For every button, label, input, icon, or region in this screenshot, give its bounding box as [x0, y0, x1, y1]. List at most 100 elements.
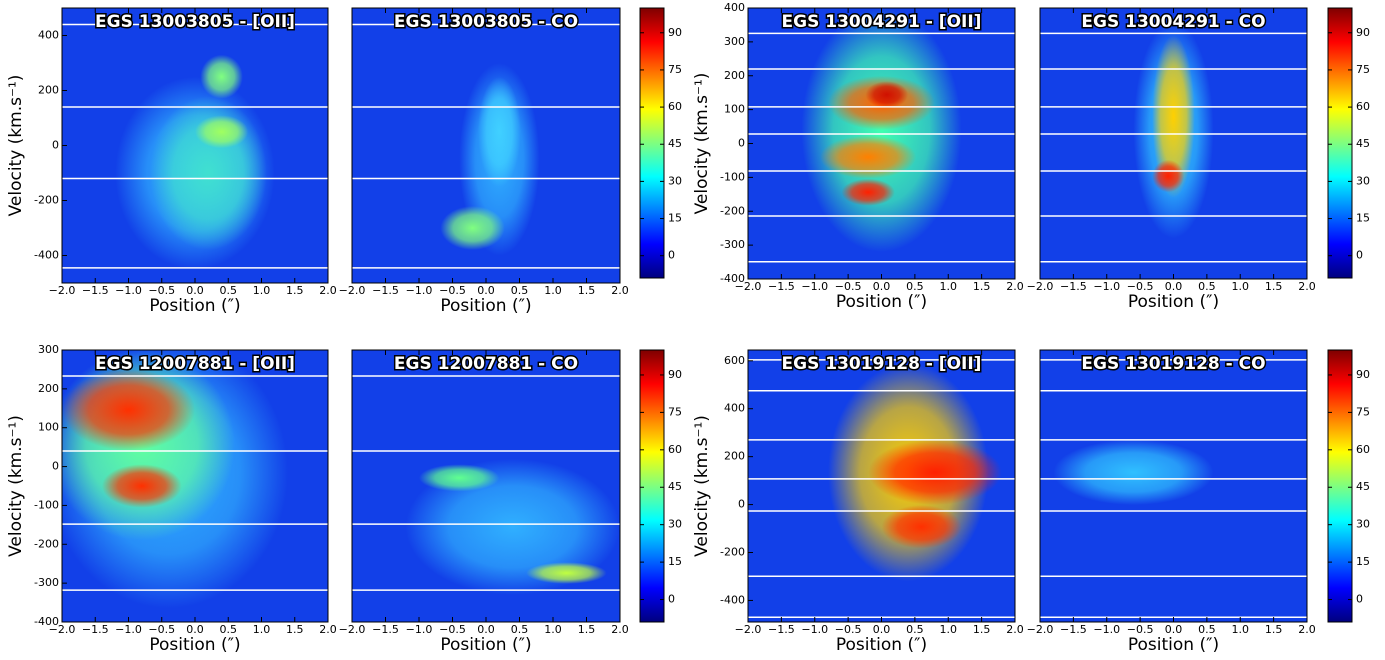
x-tick-label: −0.5	[439, 284, 466, 297]
emission-region	[1152, 35, 1195, 198]
x-tick-label: 2.0	[611, 284, 629, 297]
y-tick-label: 200	[38, 84, 59, 97]
emission-region	[841, 178, 895, 206]
emission-region	[405, 458, 620, 595]
x-tick-label: −2.0	[735, 623, 762, 636]
panel-title: EGS 12007881 - CO	[394, 354, 578, 374]
x-tick-label: 1.0	[940, 280, 958, 293]
x-tick-label: 1.0	[1232, 623, 1250, 636]
x-tick-label: 2.0	[1006, 280, 1024, 293]
x-tick-label: −1.0	[801, 623, 828, 636]
colorbar-tick-label: 0	[1356, 249, 1363, 262]
x-tick-label: −2.0	[1027, 623, 1054, 636]
emission-region	[820, 135, 917, 179]
x-tick-label: 1.5	[578, 623, 596, 636]
heatmap	[352, 350, 620, 622]
x-tick-label: 2.0	[319, 623, 337, 636]
y-tick-label: 200	[38, 382, 59, 395]
x-tick-label: 0.5	[906, 280, 924, 293]
colorbar-tick-label: 15	[668, 555, 682, 568]
emission-region	[1152, 159, 1185, 193]
x-tick-label: −1.5	[82, 623, 109, 636]
x-tick-label: 0.0	[1165, 280, 1183, 293]
heatmap	[352, 8, 620, 283]
x-tick-label: 2.0	[1006, 623, 1024, 636]
x-tick-label: −2.0	[339, 284, 366, 297]
x-tick-label: −0.5	[835, 280, 862, 293]
panel-title: EGS 13003805 - [OII]	[95, 12, 295, 32]
x-tick-label: −0.5	[148, 284, 175, 297]
colorbar-tick-label: 75	[668, 405, 682, 418]
x-tick-label: −1.0	[1093, 623, 1120, 636]
emission-region	[440, 206, 505, 250]
colorbar-tick-label: 90	[1356, 26, 1370, 39]
x-tick-label: 2.0	[1298, 280, 1316, 293]
x-tick-label: 2.0	[1298, 623, 1316, 636]
colorbar-tick-label: 60	[1356, 100, 1370, 113]
y-axis-label: Velocity (km.s⁻¹)	[692, 415, 712, 557]
y-tick-label: -400	[720, 593, 745, 606]
x-tick-label: 0.0	[873, 280, 891, 293]
x-tick-label: −1.5	[768, 280, 795, 293]
x-tick-label: −1.0	[801, 280, 828, 293]
y-tick-label: -200	[34, 537, 59, 550]
x-axis-label: Position (″)	[836, 292, 927, 312]
y-tick-label: -300	[720, 238, 745, 251]
colorbar-tick-label: 60	[668, 443, 682, 456]
x-axis-label: Position (″)	[149, 635, 240, 655]
colorbar-tick-label: 30	[668, 518, 682, 531]
colorbar-tick-label: 45	[1356, 137, 1370, 150]
colorbar-tick-label: 90	[1356, 368, 1370, 381]
heatmap	[62, 8, 328, 283]
x-tick-label: 0.0	[186, 284, 204, 297]
panel-title: EGS 13004291 - [OII]	[782, 12, 982, 32]
x-tick-label: 0.0	[873, 623, 891, 636]
x-tick-label: 0.5	[511, 623, 529, 636]
colorbar-tick-label: 0	[668, 249, 675, 262]
x-tick-label: 0.5	[906, 623, 924, 636]
y-tick-label: 0	[738, 498, 745, 511]
y-tick-label: -200	[720, 204, 745, 217]
colorbar-tick-label: 60	[668, 100, 682, 113]
y-tick-label: 100	[38, 421, 59, 434]
x-axis-label: Position (″)	[440, 635, 531, 655]
colorbar	[639, 7, 665, 279]
y-tick-label: -400	[720, 272, 745, 285]
emission-region	[101, 464, 182, 508]
colorbar-tick-label: 0	[1356, 593, 1363, 606]
x-tick-label: −1.0	[406, 284, 433, 297]
y-axis-label: Velocity (km.s⁻¹)	[6, 415, 26, 557]
x-tick-label: 2.0	[319, 284, 337, 297]
x-tick-label: 1.5	[578, 284, 596, 297]
x-tick-label: −1.5	[768, 623, 795, 636]
y-tick-label: -400	[34, 249, 59, 262]
x-tick-label: 0.5	[511, 284, 529, 297]
x-tick-label: 0.5	[220, 284, 238, 297]
y-tick-label: 200	[724, 69, 745, 82]
x-tick-label: −1.5	[82, 284, 109, 297]
y-tick-label: 300	[38, 343, 59, 356]
x-tick-label: 1.0	[544, 284, 562, 297]
x-tick-label: −2.0	[339, 623, 366, 636]
colorbar-tick-label: 30	[1356, 518, 1370, 531]
emission-region	[526, 562, 607, 584]
x-tick-label: −1.5	[372, 284, 399, 297]
emission-region	[868, 439, 1002, 506]
x-tick-label: 1.0	[253, 623, 271, 636]
y-tick-label: 0	[52, 460, 59, 473]
emission-region	[200, 54, 243, 99]
colorbar-tick-label: 75	[1356, 405, 1370, 418]
y-tick-label: -100	[720, 170, 745, 183]
colorbar-tick-label: 45	[1356, 480, 1370, 493]
y-tick-label: -400	[34, 615, 59, 628]
colorbar-tick-label: 45	[668, 480, 682, 493]
heatmap	[748, 350, 1015, 622]
x-axis-label: Position (″)	[149, 296, 240, 316]
y-tick-label: 400	[38, 29, 59, 42]
x-tick-label: 0.5	[1198, 623, 1216, 636]
x-axis-label: Position (″)	[440, 296, 531, 316]
x-tick-label: 1.5	[1265, 623, 1283, 636]
x-tick-label: −1.0	[1093, 280, 1120, 293]
colorbar	[1327, 7, 1353, 279]
